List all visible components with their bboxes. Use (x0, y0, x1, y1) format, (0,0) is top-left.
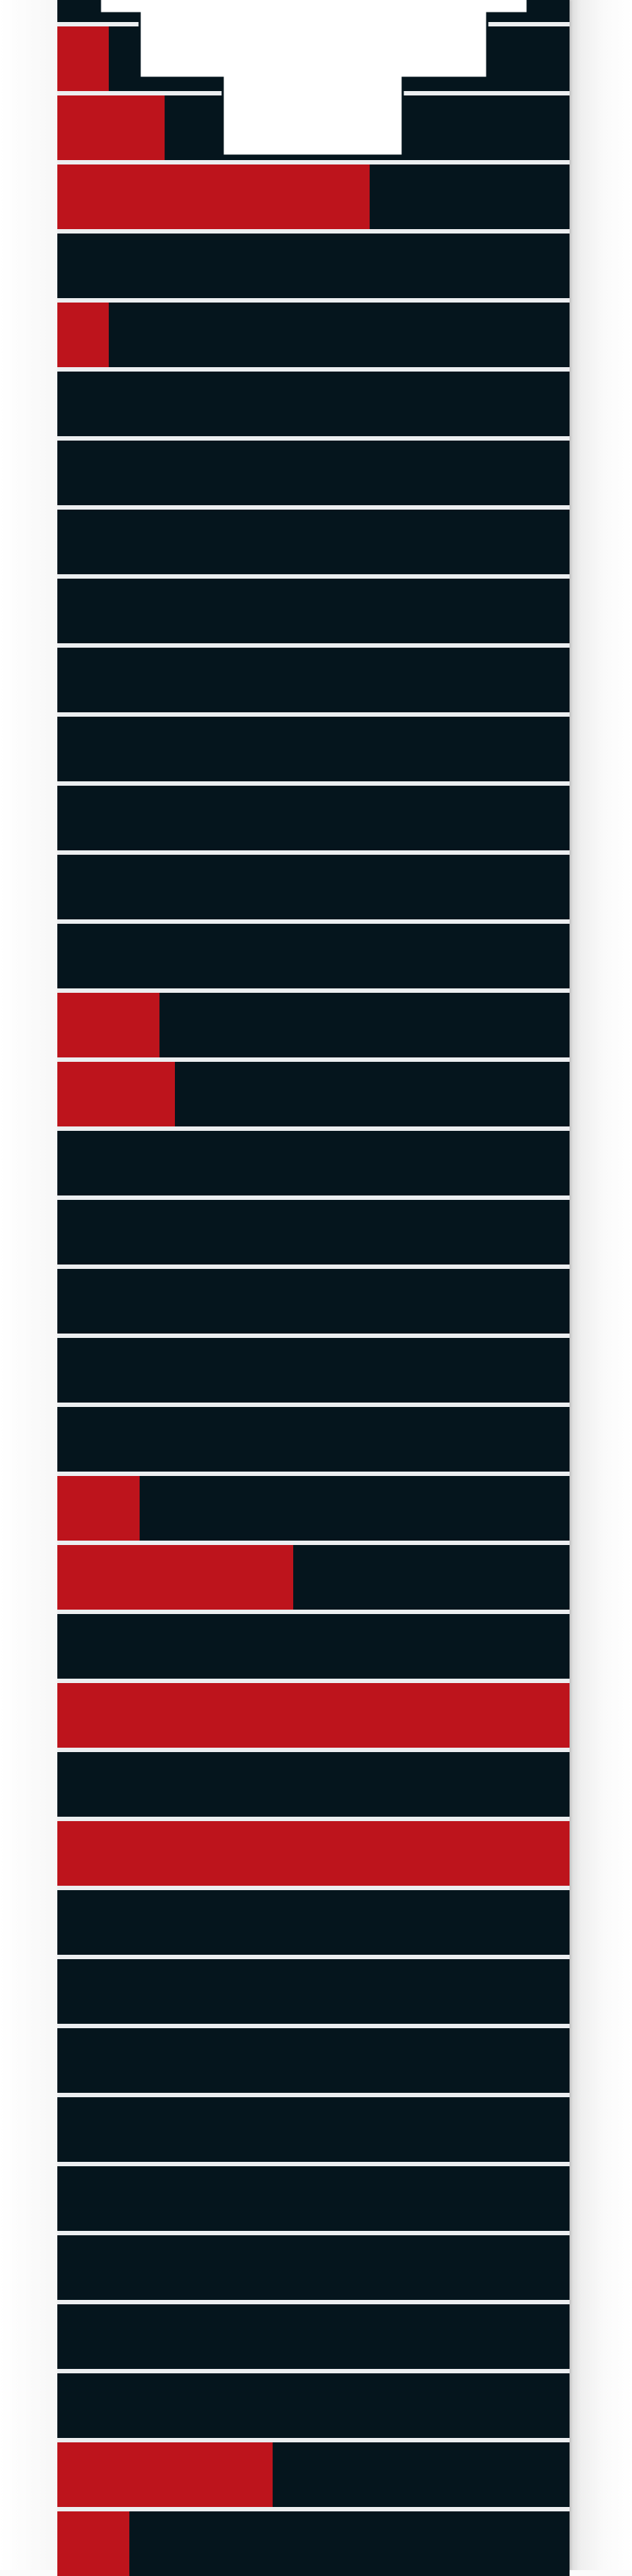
progress-row (57, 1338, 570, 1403)
progress-row (57, 2097, 570, 2162)
progress-row (57, 717, 570, 781)
progress-fill (57, 1062, 176, 1126)
progress-row (57, 1683, 570, 1748)
progress-row (57, 441, 570, 505)
header-overlay (57, 0, 570, 157)
progress-row (57, 2028, 570, 2093)
progress-fill (57, 1476, 140, 1541)
progress-row (57, 234, 570, 298)
progress-list (57, 0, 570, 2576)
progress-fill (57, 1545, 293, 1610)
progress-row (57, 786, 570, 850)
progress-row (57, 1476, 570, 1541)
progress-fill (57, 1683, 570, 1748)
progress-row (57, 372, 570, 436)
progress-fill (57, 164, 370, 229)
progress-fill (57, 26, 109, 91)
progress-row (57, 1407, 570, 1472)
progress-row (57, 1062, 570, 1126)
progress-fill (57, 2511, 129, 2576)
progress-row (57, 164, 570, 229)
progress-row (57, 855, 570, 919)
progress-row (57, 1959, 570, 2024)
progress-fill (57, 1821, 570, 1886)
right-margin (570, 0, 632, 2570)
progress-row (57, 924, 570, 988)
progress-row (57, 2511, 570, 2576)
progress-row (57, 1821, 570, 1886)
progress-row (57, 1545, 570, 1610)
progress-row (57, 303, 570, 367)
progress-row (57, 2304, 570, 2369)
progress-row (57, 2235, 570, 2300)
progress-row (57, 579, 570, 643)
progress-row (57, 2166, 570, 2231)
progress-fill (57, 993, 160, 1057)
progress-row (57, 510, 570, 574)
progress-row (57, 2442, 570, 2507)
progress-row (57, 1614, 570, 1679)
progress-row (57, 1200, 570, 1265)
progress-row (57, 1269, 570, 1334)
progress-row (57, 1131, 570, 1195)
progress-row (57, 1752, 570, 1817)
left-margin (0, 0, 57, 2570)
header-notch-shape (57, 0, 529, 157)
progress-fill (57, 303, 109, 367)
progress-row (57, 648, 570, 712)
progress-row (57, 1890, 570, 1955)
progress-row (57, 2373, 570, 2438)
progress-row (57, 993, 570, 1057)
progress-fill (57, 2442, 273, 2507)
progress-fill (57, 95, 165, 160)
